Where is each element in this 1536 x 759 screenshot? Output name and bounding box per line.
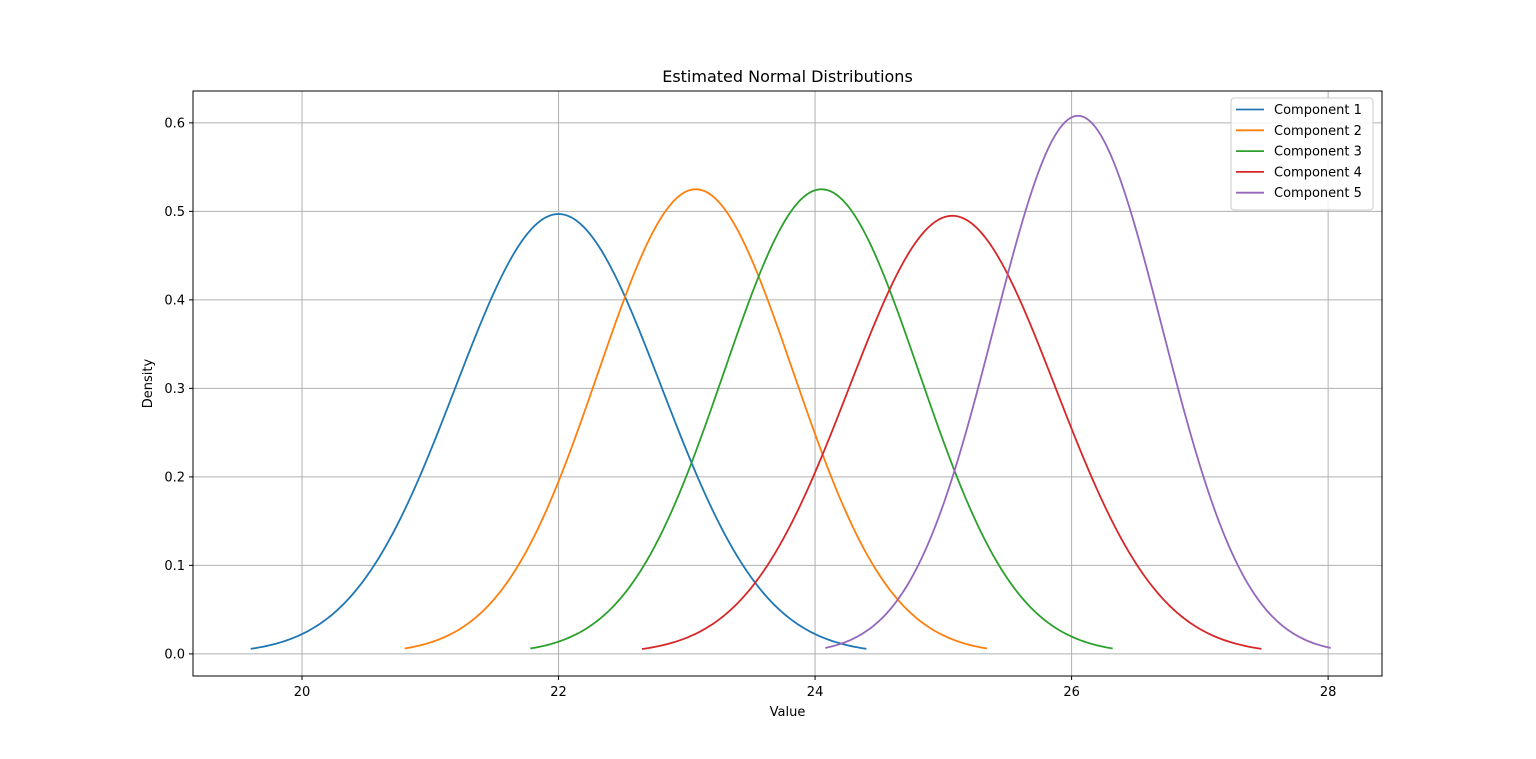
y-tick-label: 0.0	[164, 647, 185, 662]
legend-label: Component 3	[1274, 145, 1362, 160]
y-axis-label: Density	[141, 358, 156, 408]
y-tick-label: 0.2	[164, 470, 185, 485]
y-tick-label: 0.6	[164, 116, 185, 131]
legend-box	[1230, 97, 1374, 211]
series-line-component-1	[250, 213, 867, 650]
x-tick-label: 22	[550, 685, 567, 700]
x-tick-label: 26	[1063, 685, 1080, 700]
legend-label: Component 1	[1274, 103, 1362, 118]
legend-label: Component 4	[1274, 165, 1362, 180]
series-line-component-4	[641, 214, 1262, 650]
series-line-component-3	[530, 188, 1113, 650]
plot-area-frame	[192, 90, 1383, 677]
axis-ticks: 20 22 24 26 28 0.0 0.1 0.2 0.3 0.4 0.5 0.6	[164, 116, 1336, 700]
grid-lines	[193, 91, 1382, 676]
x-tick-label: 24	[807, 685, 824, 700]
y-tick-label: 0.4	[164, 293, 185, 308]
x-tick-label: 28	[1320, 685, 1337, 700]
chart-title: Estimated Normal Distributions	[662, 67, 913, 86]
legend-label: Component 2	[1274, 124, 1362, 139]
legend-label: Component 5	[1274, 186, 1362, 201]
x-tick-label: 20	[294, 685, 311, 700]
series-line-component-2	[404, 188, 988, 650]
y-tick-label: 0.5	[164, 205, 185, 220]
legend: Component 1 Component 2 Component 3 Compone…	[1230, 97, 1374, 211]
x-axis-label: Value	[770, 705, 806, 720]
series-line-component-5	[825, 114, 1331, 649]
series-lines	[250, 114, 1331, 650]
y-tick-label: 0.1	[164, 559, 185, 574]
y-tick-label: 0.3	[164, 382, 185, 397]
